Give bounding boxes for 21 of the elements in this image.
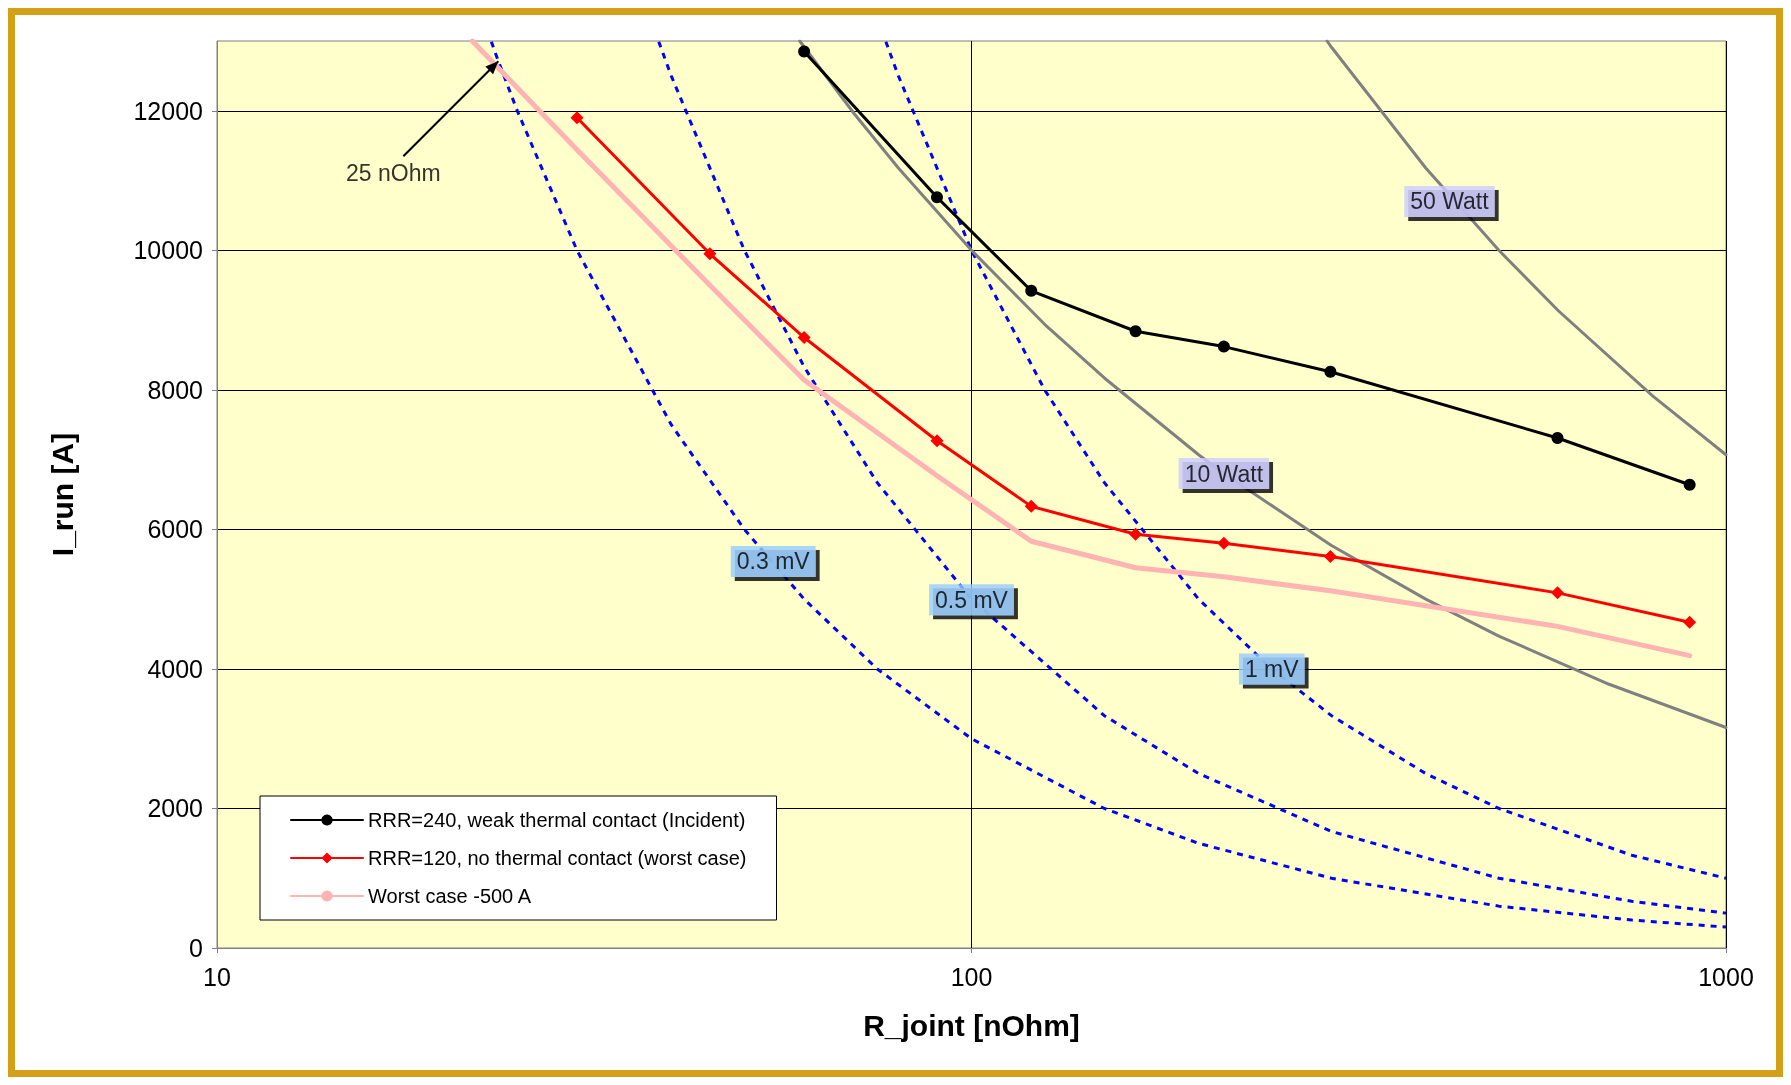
annotation: 10 Watt xyxy=(1184,460,1264,487)
annotation: 1 mV xyxy=(1244,655,1300,682)
annotation: 0.3 mV xyxy=(736,548,811,575)
y-tick-label: 10000 xyxy=(133,236,203,265)
y-tick-label: 12000 xyxy=(133,96,203,125)
y-axis-title: I_run [A] xyxy=(45,432,79,557)
x-tick-label: 10 xyxy=(203,962,231,991)
x-tick-label: 100 xyxy=(950,962,993,991)
annotation: 0.5 mV xyxy=(935,586,1009,613)
y-tick-label: 4000 xyxy=(147,654,203,683)
annotation: 50 Watt xyxy=(1410,188,1490,215)
legend-label: RRR=120, no thermal contact (worst case) xyxy=(368,847,747,869)
legend-label: RRR=240, weak thermal contact (Incident) xyxy=(368,809,746,831)
x-tick-label: 1000 xyxy=(1698,962,1754,991)
x-axis-title: R_joint [nOhm] xyxy=(863,1008,1080,1042)
y-tick-label: 0 xyxy=(189,934,203,962)
y-tick-label: 6000 xyxy=(147,515,203,544)
y-tick-label: 8000 xyxy=(147,375,203,404)
annotation: 25 nOhm xyxy=(346,160,441,187)
y-tick-label: 2000 xyxy=(147,794,203,823)
legend-label: Worst case -500 A xyxy=(368,885,532,907)
